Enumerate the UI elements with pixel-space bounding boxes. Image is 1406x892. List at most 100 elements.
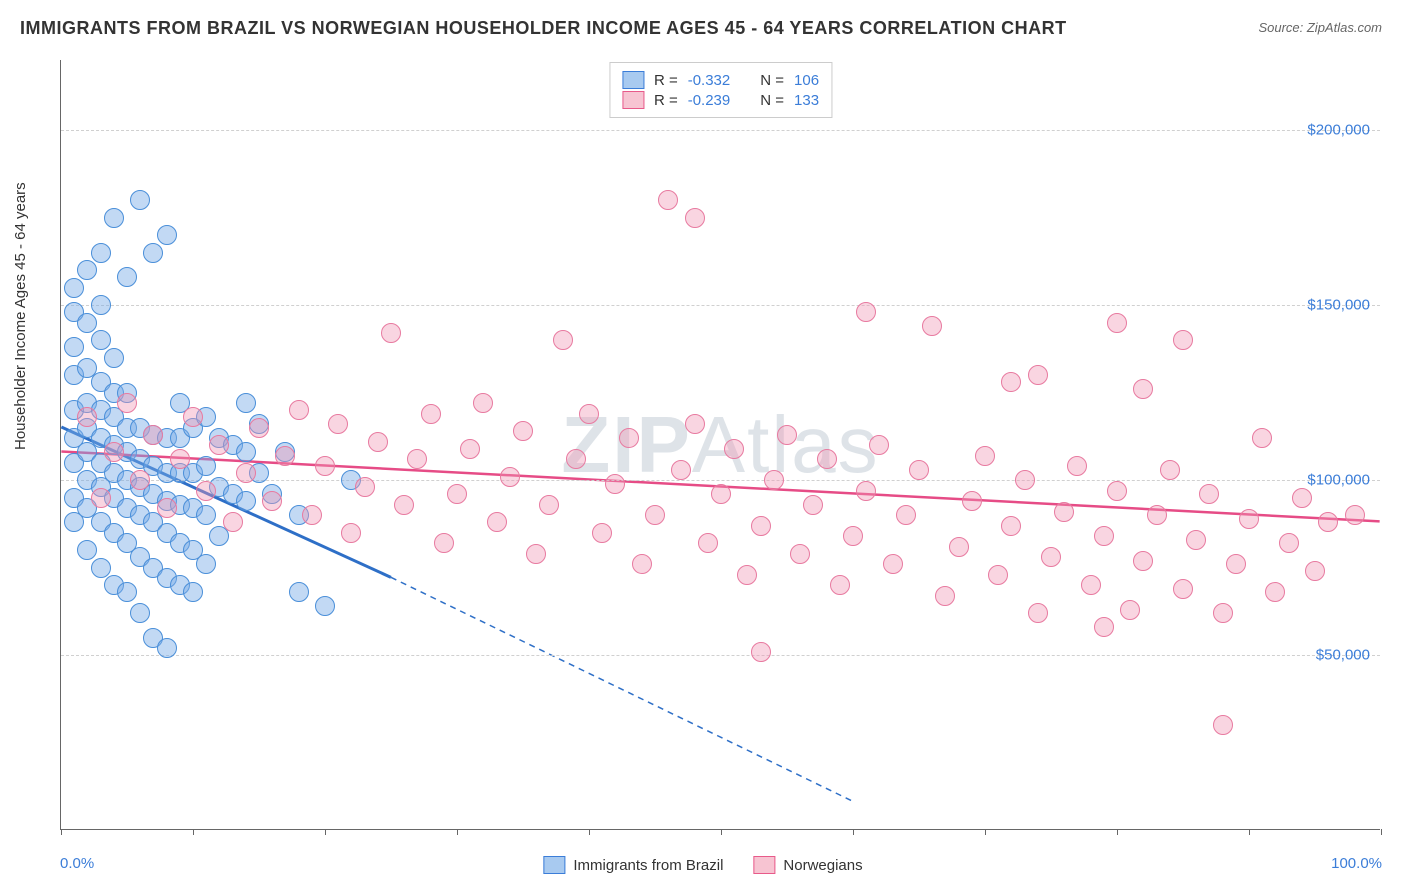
- data-point: [579, 404, 599, 424]
- swatch-brazil-icon: [543, 856, 565, 874]
- data-point: [1292, 488, 1312, 508]
- trend-lines: [61, 60, 1380, 829]
- legend-label-brazil: Immigrants from Brazil: [573, 857, 723, 874]
- data-point: [77, 407, 97, 427]
- data-point: [421, 404, 441, 424]
- data-point: [130, 190, 150, 210]
- data-point: [1173, 579, 1193, 599]
- source-label: Source: ZipAtlas.com: [1258, 20, 1382, 35]
- data-point: [1133, 379, 1153, 399]
- data-point: [1120, 600, 1140, 620]
- data-point: [196, 505, 216, 525]
- data-point: [777, 425, 797, 445]
- legend-item-norwegian: Norwegians: [753, 856, 862, 874]
- data-point: [434, 533, 454, 553]
- data-point: [91, 558, 111, 578]
- data-point: [117, 267, 137, 287]
- data-point: [685, 208, 705, 228]
- y-axis-title: Householder Income Ages 45 - 64 years: [12, 182, 29, 450]
- data-point: [275, 446, 295, 466]
- data-point: [843, 526, 863, 546]
- data-point: [737, 565, 757, 585]
- x-tick: [853, 829, 854, 835]
- n-value-norwegian: 133: [794, 92, 819, 109]
- data-point: [1081, 575, 1101, 595]
- legend-correlation: R = -0.332 N = 106 R = -0.239 N = 133: [609, 62, 832, 118]
- data-point: [1015, 470, 1035, 490]
- legend-series: Immigrants from Brazil Norwegians: [543, 856, 862, 874]
- data-point: [619, 428, 639, 448]
- data-point: [671, 460, 691, 480]
- y-tick-label: $50,000: [1316, 647, 1370, 664]
- data-point: [513, 421, 533, 441]
- data-point: [988, 565, 1008, 585]
- data-point: [487, 512, 507, 532]
- data-point: [249, 418, 269, 438]
- r-value-brazil: -0.332: [688, 72, 731, 89]
- data-point: [223, 512, 243, 532]
- legend-item-brazil: Immigrants from Brazil: [543, 856, 723, 874]
- swatch-norwegian: [622, 91, 644, 109]
- data-point: [157, 498, 177, 518]
- data-point: [91, 330, 111, 350]
- data-point: [302, 505, 322, 525]
- gridline: [61, 305, 1380, 306]
- data-point: [751, 642, 771, 662]
- data-point: [77, 540, 97, 560]
- data-point: [183, 582, 203, 602]
- data-point: [605, 474, 625, 494]
- data-point: [500, 467, 520, 487]
- data-point: [1107, 313, 1127, 333]
- data-point: [77, 313, 97, 333]
- data-point: [157, 638, 177, 658]
- data-point: [962, 491, 982, 511]
- data-point: [130, 603, 150, 623]
- data-point: [91, 243, 111, 263]
- data-point: [355, 477, 375, 497]
- data-point: [328, 414, 348, 434]
- data-point: [790, 544, 810, 564]
- data-point: [236, 393, 256, 413]
- y-tick-label: $200,000: [1307, 122, 1370, 139]
- data-point: [196, 554, 216, 574]
- data-point: [170, 449, 190, 469]
- data-point: [91, 295, 111, 315]
- data-point: [856, 302, 876, 322]
- data-point: [1213, 715, 1233, 735]
- data-point: [143, 425, 163, 445]
- data-point: [922, 316, 942, 336]
- n-label: N =: [760, 72, 784, 89]
- data-point: [341, 523, 361, 543]
- data-point: [64, 278, 84, 298]
- data-point: [1199, 484, 1219, 504]
- data-point: [592, 523, 612, 543]
- data-point: [1160, 460, 1180, 480]
- data-point: [1318, 512, 1338, 532]
- data-point: [553, 330, 573, 350]
- data-point: [632, 554, 652, 574]
- data-point: [1173, 330, 1193, 350]
- data-point: [539, 495, 559, 515]
- x-tick: [1249, 829, 1250, 835]
- swatch-brazil: [622, 71, 644, 89]
- data-point: [460, 439, 480, 459]
- data-point: [1094, 526, 1114, 546]
- data-point: [289, 582, 309, 602]
- data-point: [856, 481, 876, 501]
- n-label: N =: [760, 92, 784, 109]
- data-point: [209, 435, 229, 455]
- data-point: [183, 407, 203, 427]
- data-point: [1305, 561, 1325, 581]
- data-point: [1345, 505, 1365, 525]
- chart-title: IMMIGRANTS FROM BRAZIL VS NORWEGIAN HOUS…: [20, 18, 1067, 39]
- data-point: [1226, 554, 1246, 574]
- data-point: [236, 442, 256, 462]
- x-tick: [61, 829, 62, 835]
- data-point: [473, 393, 493, 413]
- data-point: [262, 491, 282, 511]
- data-point: [1279, 533, 1299, 553]
- data-point: [909, 460, 929, 480]
- data-point: [830, 575, 850, 595]
- data-point: [381, 323, 401, 343]
- data-point: [117, 393, 137, 413]
